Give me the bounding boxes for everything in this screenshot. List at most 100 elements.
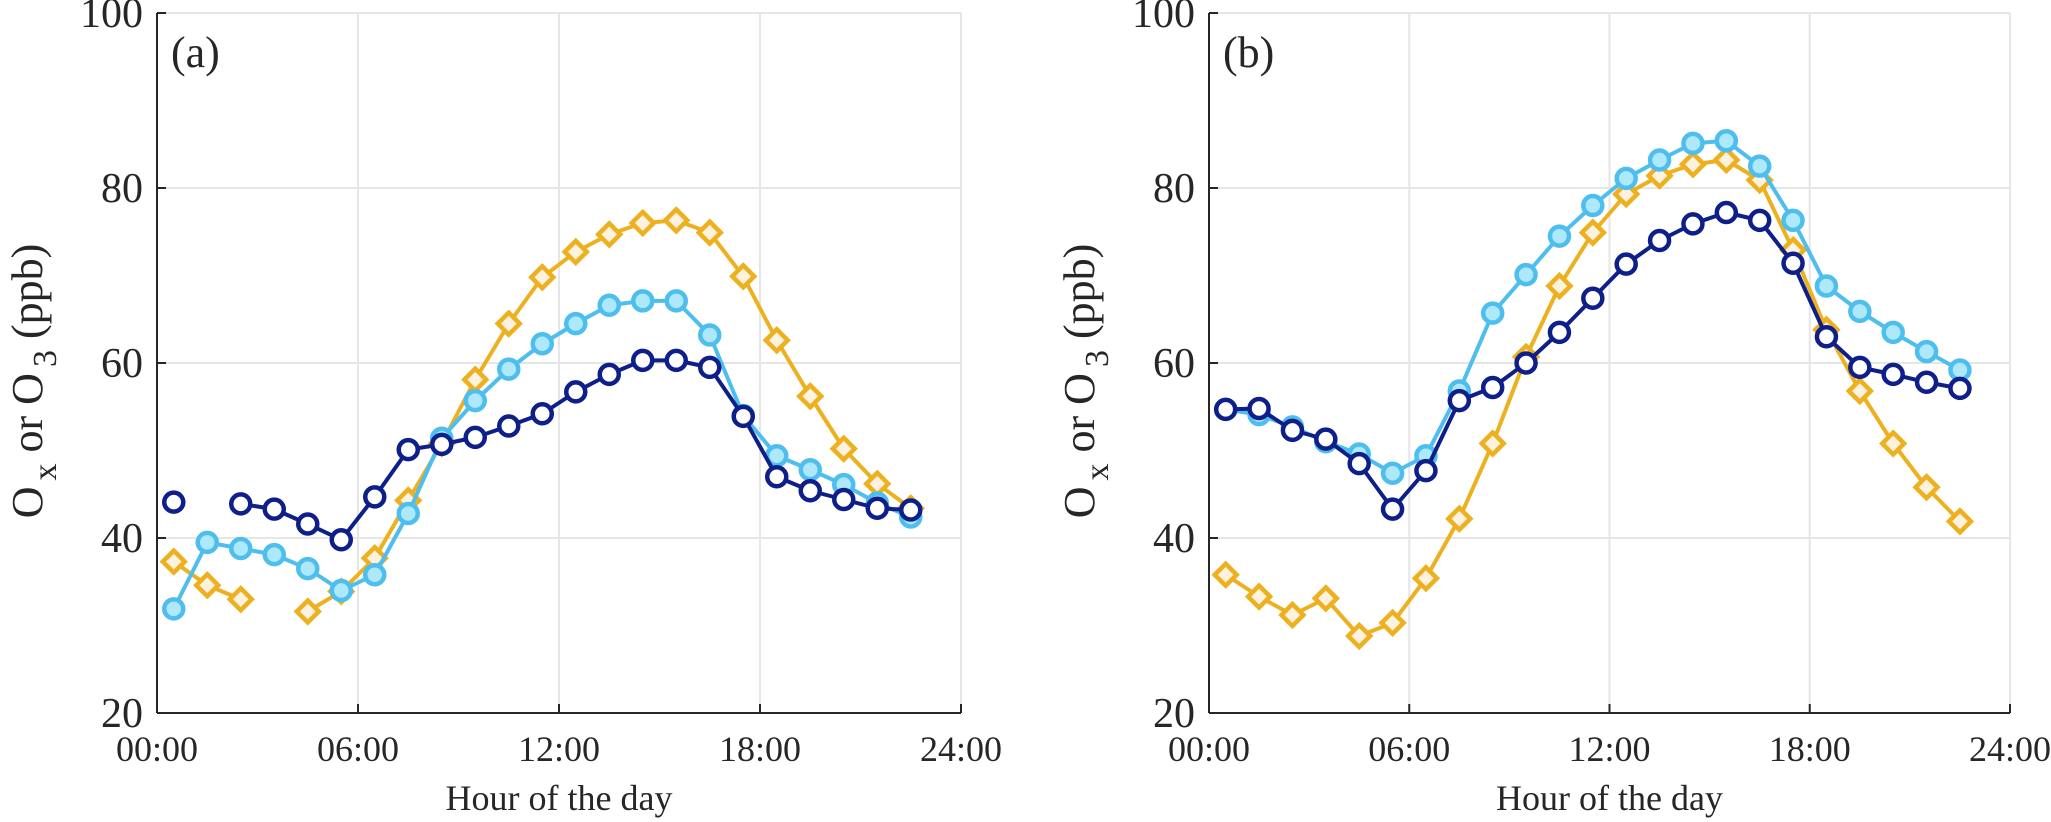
data-point-circle bbox=[832, 487, 856, 512]
y-tick-label: 40 bbox=[1153, 516, 1195, 562]
data-point-diamond bbox=[829, 434, 858, 463]
data-point-circle bbox=[1681, 212, 1705, 236]
x-tick-label: 12:00 bbox=[518, 729, 600, 769]
data-point-circle bbox=[1647, 228, 1672, 253]
data-point-circle bbox=[1447, 388, 1472, 413]
data-point-circle bbox=[530, 402, 554, 426]
data-point-diamond bbox=[1445, 504, 1474, 533]
data-point-circle bbox=[363, 563, 387, 587]
x-tick-label: 06:00 bbox=[317, 729, 399, 769]
data-point-circle bbox=[564, 311, 588, 336]
panel-a: 20 40 60 80 100 00:00 06:00 12:00 18:00 24:00 Hour… bbox=[3, 0, 1002, 818]
y-label-spacer bbox=[3, 339, 52, 350]
data-point-circle bbox=[597, 362, 621, 387]
data-point-circle bbox=[430, 432, 454, 457]
data-point-diamond bbox=[1378, 608, 1407, 638]
data-point-circle bbox=[396, 501, 420, 526]
data-point-circle bbox=[1914, 339, 1939, 364]
data-point-circle bbox=[1848, 355, 1872, 380]
panel-label: (b) bbox=[1223, 28, 1274, 77]
data-point-circle bbox=[262, 542, 286, 567]
data-point-circle bbox=[765, 465, 789, 489]
data-point-diamond bbox=[1411, 564, 1441, 593]
y-label-text: or O bbox=[1055, 373, 1104, 452]
data-point-circle bbox=[1213, 397, 1238, 422]
data-point-circle bbox=[1614, 166, 1638, 191]
data-point-circle bbox=[664, 289, 688, 313]
data-point-circle bbox=[1681, 131, 1705, 156]
x-tick-label: 00:00 bbox=[1168, 729, 1250, 769]
x-tick-label: 18:00 bbox=[719, 729, 801, 769]
data-point-circle bbox=[1581, 286, 1605, 310]
data-point-diamond bbox=[729, 262, 758, 291]
data-point-circle bbox=[664, 348, 688, 373]
data-point-circle bbox=[363, 485, 387, 509]
data-point-circle bbox=[1948, 376, 1972, 401]
series-line bbox=[1225, 210, 1961, 512]
data-point-diamond bbox=[662, 206, 691, 235]
data-point-circle bbox=[329, 528, 353, 552]
series-2 bbox=[1213, 200, 1972, 521]
data-point-circle bbox=[1647, 148, 1672, 172]
data-point-circle bbox=[162, 597, 186, 621]
data-point-circle bbox=[1380, 461, 1405, 485]
y-label-text: O bbox=[3, 486, 52, 518]
data-point-circle bbox=[631, 289, 655, 313]
data-point-circle bbox=[1514, 351, 1538, 375]
data-point-diamond bbox=[159, 547, 188, 576]
series-1 bbox=[162, 289, 923, 621]
series-line bbox=[306, 218, 912, 614]
data-point-circle bbox=[1314, 427, 1338, 451]
data-point-circle bbox=[1881, 362, 1905, 387]
data-point-circle bbox=[1347, 451, 1371, 476]
data-point-circle bbox=[1514, 262, 1538, 287]
data-point-circle bbox=[1714, 129, 1739, 153]
y-label-spacer bbox=[1055, 339, 1104, 350]
data-point-circle bbox=[1280, 418, 1305, 443]
x-tick-label: 12:00 bbox=[1568, 729, 1650, 769]
y-tick-label: 40 bbox=[101, 516, 143, 562]
data-point-diamond bbox=[1678, 150, 1708, 179]
data-point-diamond bbox=[1578, 218, 1607, 247]
data-point-circle bbox=[1547, 224, 1572, 248]
y-tick-label: 60 bbox=[1153, 341, 1195, 387]
data-point-circle bbox=[229, 536, 253, 561]
data-point-diamond bbox=[528, 263, 557, 292]
data-point-diamond bbox=[1945, 507, 1975, 536]
y-label-spacer bbox=[3, 452, 52, 463]
y-axis-label: Ox or O 3 (ppb) bbox=[3, 244, 64, 519]
data-point-diamond bbox=[1345, 621, 1374, 651]
data-point-diamond bbox=[1478, 429, 1507, 458]
data-point-circle bbox=[463, 425, 487, 450]
y-tick-label: 20 bbox=[1153, 691, 1195, 737]
data-point-circle bbox=[1814, 274, 1839, 298]
data-point-diamond bbox=[796, 382, 825, 411]
data-point-diamond bbox=[1912, 473, 1941, 502]
data-point-diamond bbox=[226, 585, 255, 614]
data-point-circle bbox=[497, 414, 521, 438]
data-point-diamond bbox=[762, 326, 791, 355]
y-label-text: O bbox=[1055, 486, 1104, 518]
y-label-subscript: 3 bbox=[27, 350, 64, 367]
data-point-diamond bbox=[561, 237, 590, 267]
data-point-diamond bbox=[1712, 145, 1741, 175]
data-point-circle bbox=[1781, 251, 1805, 275]
y-label-subscript: x bbox=[27, 463, 64, 480]
y-tick-label: 20 bbox=[101, 691, 143, 737]
data-point-circle bbox=[329, 578, 353, 603]
y-label-spacer bbox=[1055, 452, 1104, 463]
data-point-circle bbox=[698, 355, 722, 380]
data-point-circle bbox=[1614, 252, 1638, 276]
data-point-diamond bbox=[1845, 376, 1874, 406]
y-tick-label: 100 bbox=[80, 0, 143, 37]
data-point-circle bbox=[296, 512, 320, 536]
data-point-circle bbox=[1581, 193, 1605, 218]
data-point-circle bbox=[1881, 320, 1905, 345]
data-point-circle bbox=[1380, 497, 1405, 521]
y-label-text: (ppb) bbox=[1055, 244, 1104, 339]
data-point-circle bbox=[1247, 396, 1271, 421]
data-point-circle bbox=[798, 458, 822, 482]
y-label-text: (ppb) bbox=[3, 244, 52, 339]
data-point-diamond bbox=[1211, 560, 1240, 589]
x-tick-label: 18:00 bbox=[1769, 729, 1851, 769]
